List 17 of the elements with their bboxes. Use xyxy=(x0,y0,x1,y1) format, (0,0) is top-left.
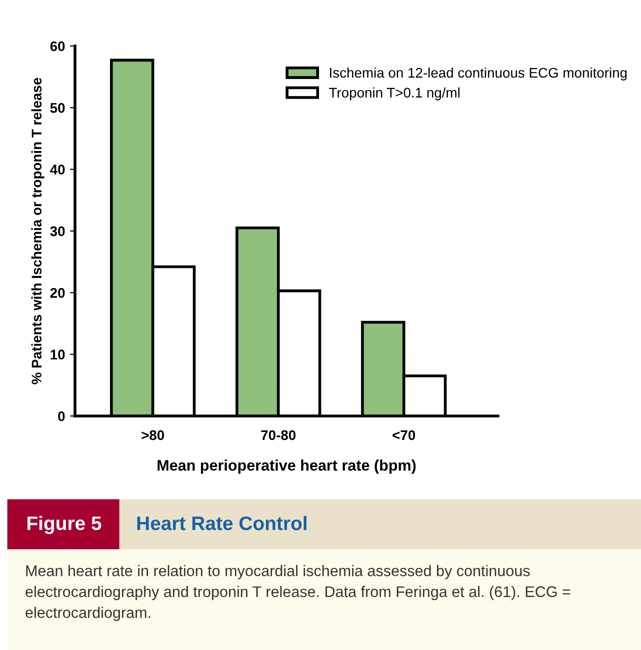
text: Heart Rate Control xyxy=(137,516,306,530)
y-tick-label: 30 xyxy=(50,226,65,236)
y-tick-label: 40 xyxy=(50,164,65,175)
y-tick-label: 60 xyxy=(50,41,65,52)
legend-label: Troponin T>0.1 ng/ml xyxy=(329,87,460,100)
y-tick-label: 10 xyxy=(50,350,65,360)
y-tick-label: 50 xyxy=(50,103,65,113)
y-axis-title: % Patients with Ischemia or troponin T release xyxy=(31,78,44,384)
x-tick-label: <70 xyxy=(392,430,416,440)
text: Mean heart rate in relation to myocardial ischemia assessed by continuous electrocardiography and troponin T release. Data from Feringa et al. (61). ECG = electrocardiogram. xyxy=(26,565,570,622)
y-tick-label: 20 xyxy=(50,288,65,298)
x-tick-label: 70-80 xyxy=(261,430,296,440)
x-axis-title: Mean perioperative heart rate (bpm) xyxy=(158,460,416,474)
x-tick-label: >80 xyxy=(142,430,164,440)
caption: Figure 5 xyxy=(27,516,102,534)
legend-label: Ischemia on 12-lead continuous ECG monitoring xyxy=(330,68,627,80)
y-tick-label: 0 xyxy=(58,411,65,422)
